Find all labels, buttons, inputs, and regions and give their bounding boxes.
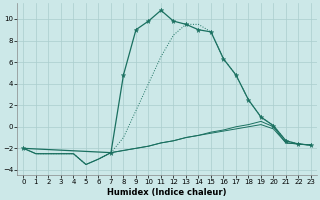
X-axis label: Humidex (Indice chaleur): Humidex (Indice chaleur) bbox=[108, 188, 227, 197]
